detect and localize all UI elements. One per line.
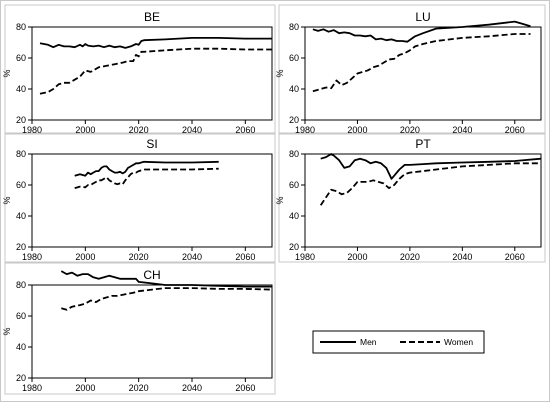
x-tick-label-si: 2040 — [182, 252, 202, 262]
x-tick-label-pt: 2040 — [452, 252, 472, 262]
series-line-women-ch — [61, 287, 273, 311]
y-tick-label-lu: 40 — [289, 84, 299, 94]
plot-area-ch — [31, 284, 273, 379]
x-tick-label-pt: 1980 — [295, 252, 315, 262]
x-tick-label-ch: 2060 — [235, 383, 255, 393]
x-tick-label-lu: 1980 — [295, 125, 315, 135]
panel-title-si: SI — [146, 137, 157, 151]
series-line-women-pt — [319, 162, 541, 206]
x-tick-label-lu: 2060 — [505, 125, 525, 135]
legend: Men Women — [312, 330, 485, 354]
y-tick-label-si: 20 — [16, 242, 26, 252]
y-tick-label-lu: 60 — [289, 53, 299, 63]
y-tick-label-pt: 20 — [289, 242, 299, 252]
x-tick-label-ch: 2040 — [182, 383, 202, 393]
x-tick-label-lu: 2000 — [347, 125, 367, 135]
y-tick-label-be: 20 — [16, 115, 26, 125]
panel-title-lu: LU — [415, 10, 430, 24]
y-tick-label-be: 80 — [16, 22, 26, 32]
y-axis-label-si: % — [2, 196, 12, 204]
y-tick-label-si: 40 — [16, 211, 26, 221]
y-tick-label-be: 60 — [16, 53, 26, 63]
plot-area-be — [31, 26, 273, 121]
panel-title-ch: CH — [143, 268, 160, 282]
panel-title-be: BE — [144, 10, 160, 24]
x-tick-label-ch: 2000 — [75, 383, 95, 393]
series-line-women-lu — [312, 33, 531, 93]
y-axis-label-be: % — [2, 69, 12, 77]
x-tick-label-si: 1980 — [22, 252, 42, 262]
y-tick-label-si: 80 — [16, 149, 26, 159]
x-tick-label-be: 2040 — [182, 125, 202, 135]
series-line-men-be — [39, 37, 272, 49]
x-tick-label-be: 1980 — [22, 125, 42, 135]
series-line-women-be — [39, 47, 272, 95]
y-tick-label-lu: 80 — [289, 22, 299, 32]
x-tick-label-lu: 2020 — [400, 125, 420, 135]
series-line-men-si — [74, 160, 219, 177]
y-tick-label-si: 60 — [16, 180, 26, 190]
x-tick-label-lu: 2040 — [452, 125, 472, 135]
panel-title-pt: PT — [415, 137, 431, 151]
x-tick-label-pt: 2060 — [505, 252, 525, 262]
series-line-men-ch — [60, 270, 272, 288]
x-tick-label-be: 2060 — [235, 125, 255, 135]
y-tick-label-pt: 80 — [289, 149, 299, 159]
y-tick-label-ch: 60 — [16, 311, 26, 321]
plot-area-pt — [304, 153, 542, 248]
x-tick-label-be: 2000 — [75, 125, 95, 135]
x-tick-label-si: 2000 — [75, 252, 95, 262]
x-tick-label-ch: 2020 — [129, 383, 149, 393]
plot-area-lu — [304, 26, 542, 121]
series-line-women-si — [74, 167, 219, 189]
plot-area-si — [31, 153, 273, 248]
y-axis-label-lu: % — [275, 69, 285, 77]
legend-women-label: Women — [444, 337, 473, 347]
y-axis-label-pt: % — [275, 196, 285, 204]
x-tick-label-si: 2020 — [129, 252, 149, 262]
series-line-men-pt — [320, 153, 542, 180]
x-tick-label-pt: 2000 — [347, 252, 367, 262]
y-axis-label-ch: % — [2, 327, 12, 335]
y-tick-label-ch: 20 — [16, 373, 26, 383]
series-line-men-lu — [312, 20, 531, 43]
y-tick-label-pt: 60 — [289, 180, 299, 190]
y-tick-label-lu: 20 — [289, 115, 299, 125]
y-tick-label-be: 40 — [16, 84, 26, 94]
x-tick-label-pt: 2020 — [400, 252, 420, 262]
y-tick-label-ch: 40 — [16, 342, 26, 352]
y-tick-label-pt: 40 — [289, 211, 299, 221]
x-tick-label-si: 2060 — [235, 252, 255, 262]
x-tick-label-be: 2020 — [129, 125, 149, 135]
legend-box — [312, 330, 485, 354]
legend-men-label: Men — [360, 337, 377, 347]
x-tick-label-ch: 1980 — [22, 383, 42, 393]
y-tick-label-ch: 80 — [16, 280, 26, 290]
